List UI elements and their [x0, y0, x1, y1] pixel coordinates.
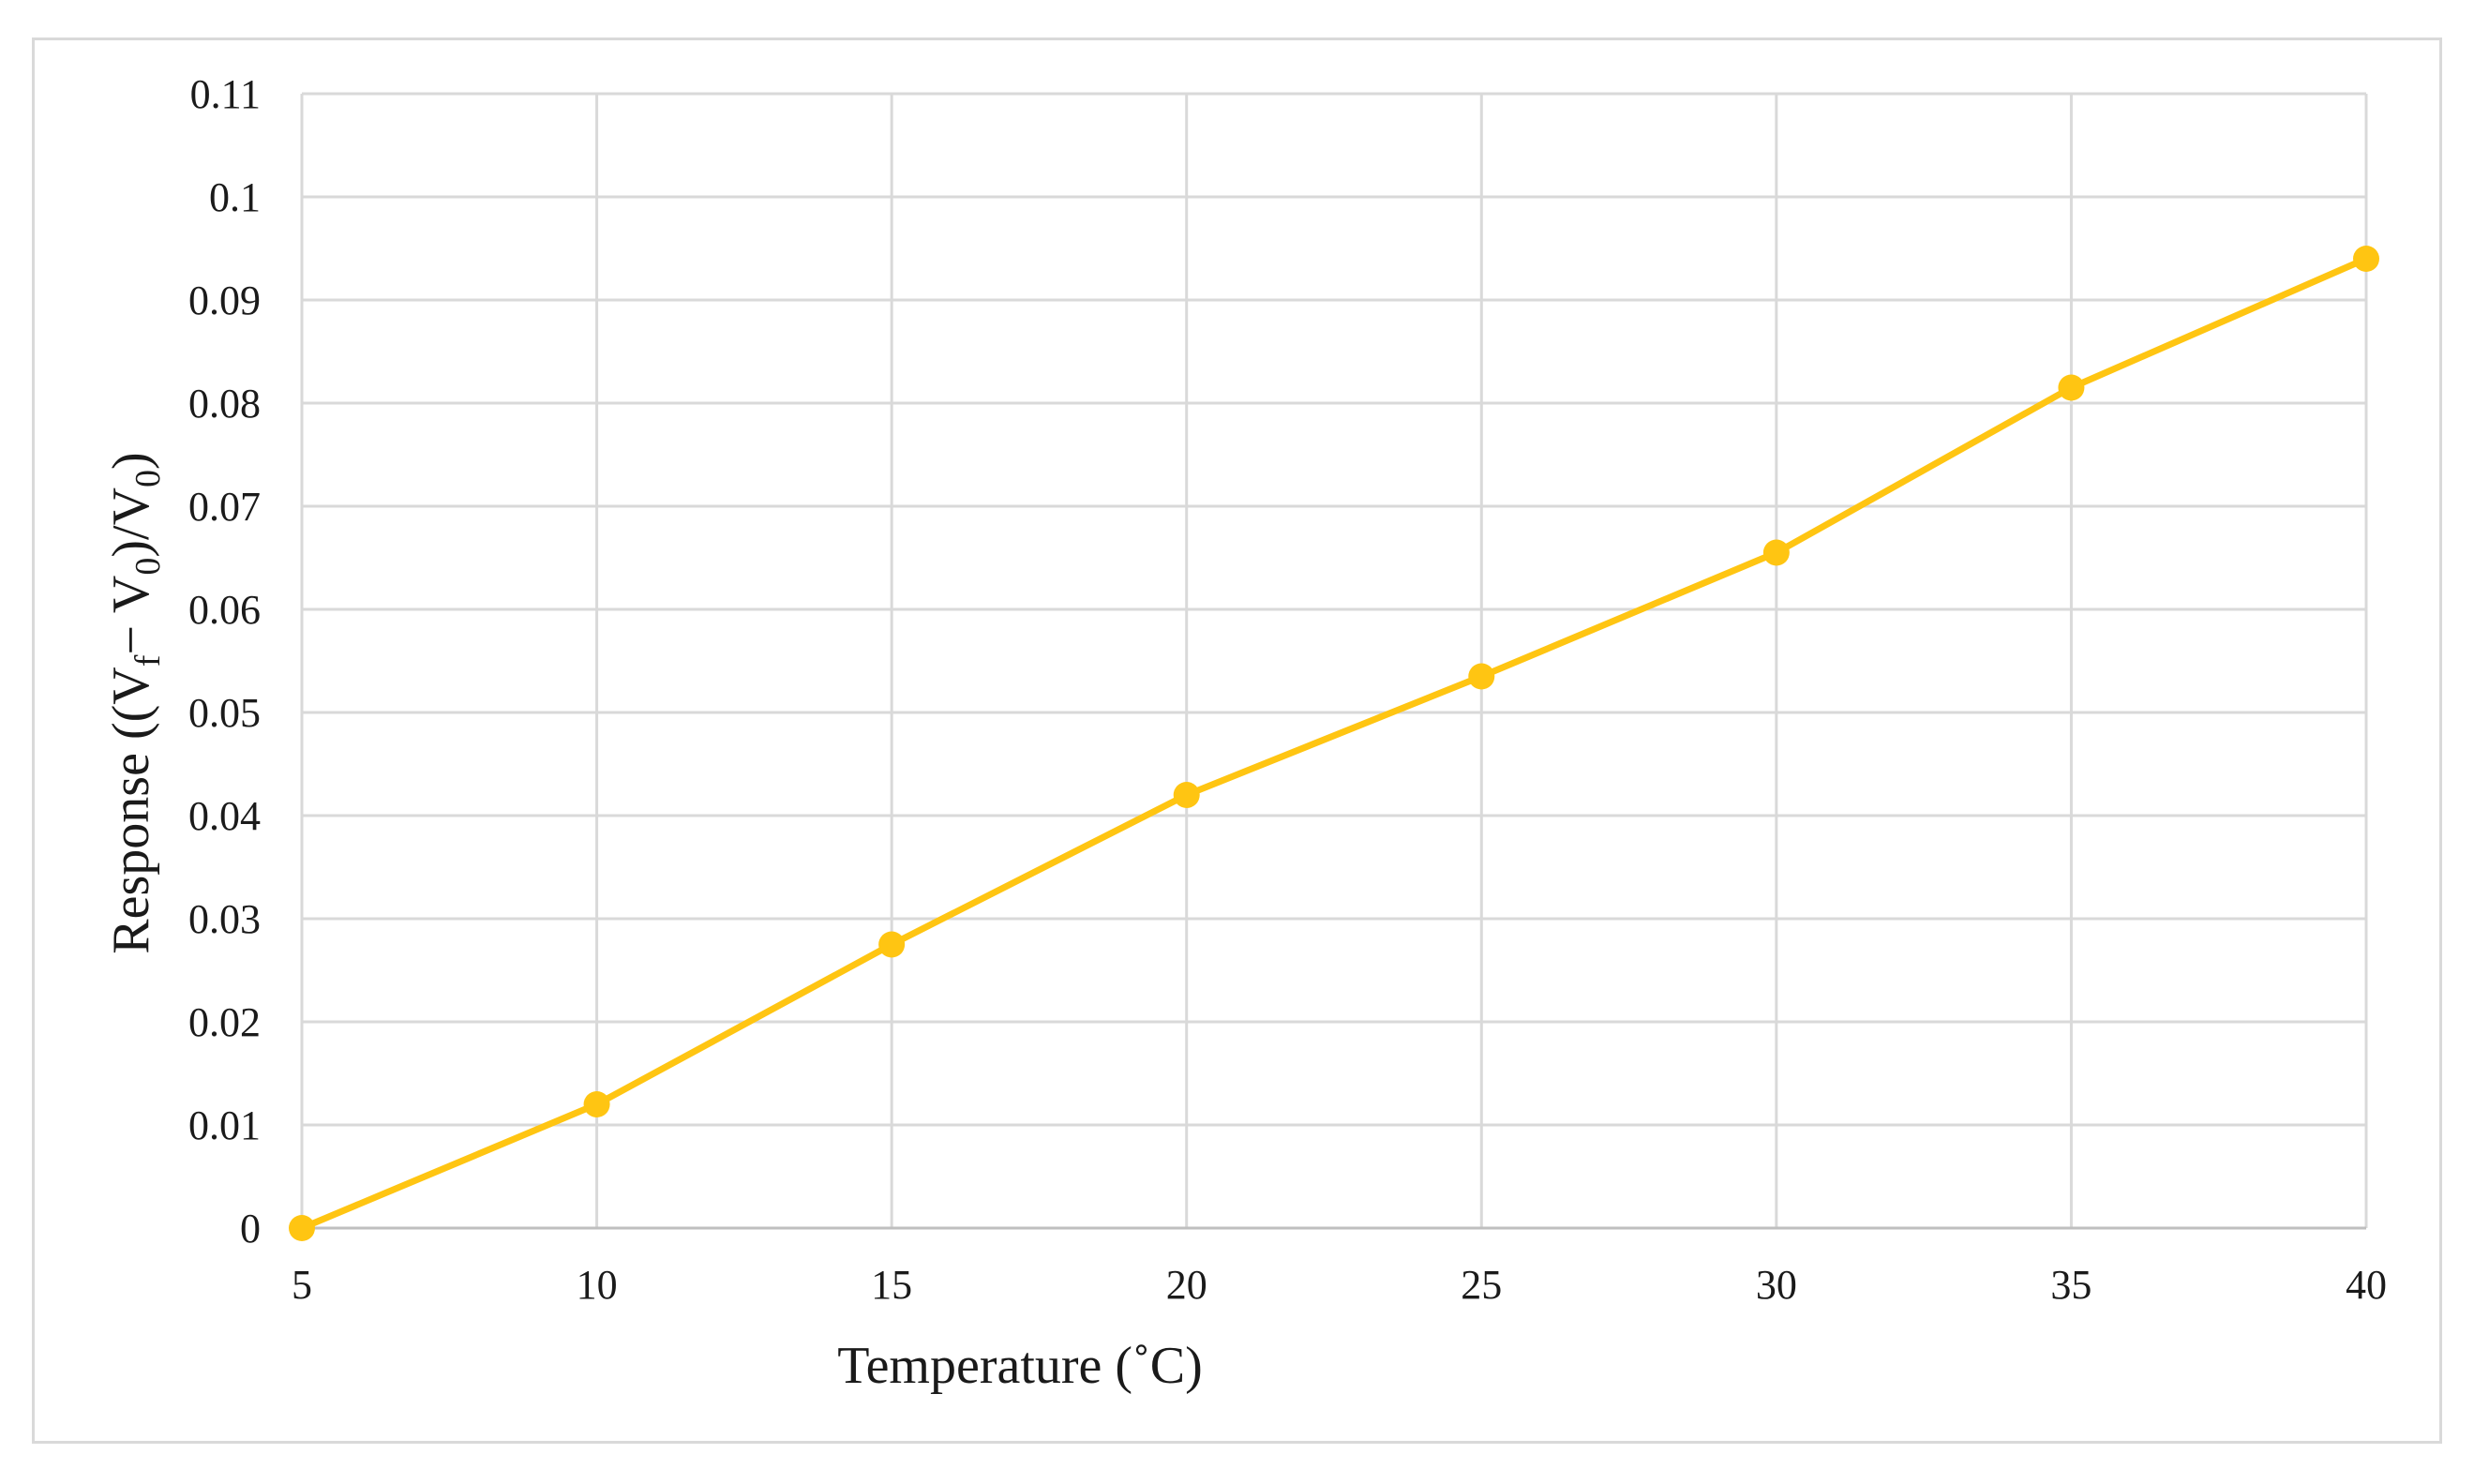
chart-frame	[32, 37, 2442, 1444]
data-point	[878, 931, 906, 958]
y-tick-label: 0.06	[188, 587, 261, 633]
x-tick-label: 40	[2346, 1262, 2387, 1308]
y-axis-title-mid2: )/V	[102, 487, 160, 558]
grid	[300, 92, 2368, 1228]
y-axis-title: Response ((Vf− V0)/V0)	[102, 452, 168, 953]
data-point	[1468, 663, 1495, 690]
y-axis-title-sub2: 0	[128, 558, 168, 576]
data-point	[1762, 539, 1790, 566]
x-tick-label: 30	[1756, 1262, 1797, 1308]
x-tick-label: 5	[292, 1262, 312, 1308]
y-tick-label: 0	[240, 1206, 261, 1252]
y-axis-title-mid: − V	[102, 576, 160, 655]
y-tick-label: 0.01	[188, 1102, 261, 1148]
data-point	[2058, 374, 2085, 401]
x-axis: 5 10 15 20 25 30 35 40	[292, 1226, 2387, 1308]
y-tick-label: 0.04	[188, 793, 261, 839]
y-tick-label: 0.03	[188, 896, 261, 942]
y-axis-title-sub3: 0	[128, 470, 168, 487]
data-point	[289, 1215, 315, 1241]
x-tick-label: 25	[1461, 1262, 1502, 1308]
y-tick-label: 0.07	[188, 484, 261, 530]
x-tick-label: 20	[1166, 1262, 1207, 1308]
data-point	[583, 1091, 610, 1117]
data-point	[2353, 246, 2379, 272]
y-axis-title-suffix: )	[102, 452, 160, 470]
y-tick-label: 0.08	[188, 381, 261, 427]
x-tick-label: 35	[2050, 1262, 2092, 1308]
y-tick-label: 0.02	[188, 999, 261, 1045]
y-tick-label: 0.11	[190, 71, 261, 117]
x-tick-label: 15	[871, 1262, 912, 1308]
y-axis-title-sub1: f	[128, 654, 168, 667]
y-axis: 0 0.01 0.02 0.03 0.04 0.05 0.06 0.07 0.08 0.09 0.1…	[188, 71, 261, 1252]
x-tick-label: 10	[577, 1262, 618, 1308]
y-tick-label: 0.09	[188, 277, 261, 323]
x-axis-title: Temperature (˚C)	[837, 1337, 1202, 1395]
y-tick-label: 0.05	[188, 690, 261, 736]
y-axis-title-prefix: Response ((V	[102, 667, 160, 953]
data-point	[1173, 782, 1200, 808]
series-line	[300, 255, 2368, 1232]
series-group	[289, 246, 2379, 1241]
y-tick-label: 0.1	[209, 174, 261, 220]
